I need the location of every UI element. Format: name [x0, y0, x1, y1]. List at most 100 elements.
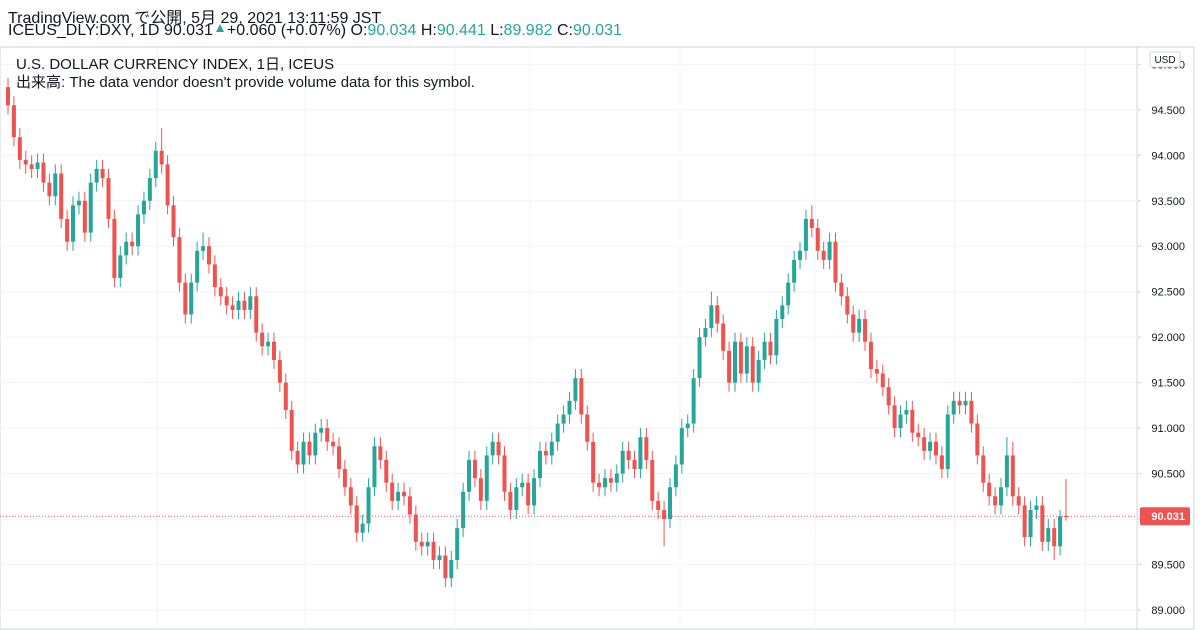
candle-body [496, 441, 501, 456]
candle-body [307, 441, 312, 456]
y-tick-label: 94.000 [1151, 150, 1185, 162]
o-label: O: [350, 22, 368, 39]
y-tick-label: 90.500 [1151, 469, 1185, 481]
candle-body [886, 387, 891, 406]
candle-body [478, 478, 483, 501]
candle-body [71, 205, 76, 242]
candle-body [118, 255, 123, 279]
candle-body [756, 359, 761, 383]
candle-body [242, 300, 247, 310]
candle-body [76, 200, 81, 206]
candle-body [59, 173, 64, 219]
candle-body [354, 505, 359, 533]
candle-body [916, 432, 921, 438]
candle-body [845, 296, 850, 315]
candle-body [254, 296, 259, 333]
candle-body [372, 446, 377, 488]
candle-body [425, 541, 430, 547]
candle-body [1058, 516, 1063, 547]
candle-body [750, 346, 755, 383]
candle-body [437, 555, 442, 560]
candle-body [384, 459, 389, 483]
y-tick-label: 89.000 [1151, 605, 1185, 617]
candle-body [41, 162, 46, 183]
candle-body [378, 446, 383, 460]
candle-body [106, 178, 111, 219]
candle-body [490, 441, 495, 456]
candle-body [963, 400, 968, 406]
candle-body [868, 341, 873, 370]
candle-body [673, 464, 678, 488]
candle-body [277, 359, 282, 383]
candle-body [537, 450, 542, 479]
candle-body [449, 559, 454, 579]
candles [6, 78, 1068, 588]
candle-body [679, 428, 684, 465]
candle-body [35, 162, 40, 169]
currency: USD [1154, 55, 1175, 66]
y-tick-label: 89.500 [1151, 560, 1185, 572]
candle-body [632, 459, 637, 470]
candle-body [774, 318, 779, 356]
candle-body [591, 441, 596, 483]
candle-body [189, 282, 194, 315]
candle-body [644, 437, 649, 460]
candle-body [650, 459, 655, 501]
candle-body [638, 437, 643, 470]
candle-body [1016, 496, 1021, 506]
candle-body [685, 423, 690, 429]
candle-body [987, 482, 992, 497]
y-tick-label: 91.000 [1151, 423, 1185, 435]
candle-body [585, 414, 590, 442]
candle-body [1022, 505, 1027, 538]
price-axis: 89.00089.50090.00090.50091.00091.50092.0… [1137, 59, 1185, 617]
candle-body [183, 282, 188, 315]
chart-title: U.S. DOLLAR CURRENCY INDEX, 1日, ICEUS [16, 56, 335, 73]
candle-body [939, 455, 944, 470]
candle-body [165, 164, 170, 206]
l-value: 89.982 [503, 22, 553, 39]
candle-body [786, 282, 791, 306]
candle-body [136, 214, 141, 247]
candle-body [153, 150, 158, 179]
h-value: 90.441 [436, 22, 486, 39]
c-label: C: [556, 22, 573, 39]
candle-body [904, 409, 909, 415]
candle-body [260, 332, 265, 347]
candle-body [561, 414, 566, 424]
candle-body [839, 282, 844, 297]
last-price-box [1140, 507, 1190, 526]
candle-body [348, 487, 353, 506]
candle-body [880, 373, 885, 388]
candle-body [342, 469, 347, 488]
candle-body [248, 296, 253, 310]
candle-body [744, 346, 749, 374]
candle-body [567, 400, 572, 415]
candle-body [390, 482, 395, 501]
symbol: ICEUS_DLY:DXY, 1D [8, 22, 160, 39]
candle-body [508, 491, 513, 510]
candle-body [933, 441, 938, 456]
candle-body [455, 528, 460, 560]
candle-body [857, 318, 862, 333]
candle-body [171, 205, 176, 238]
candle-body [703, 328, 708, 338]
candle-body [892, 405, 897, 429]
candle-body [212, 264, 217, 288]
candle-body [402, 491, 407, 497]
candle-body [201, 246, 206, 251]
candle-body [360, 523, 365, 533]
candle-body [727, 350, 732, 383]
candle-body [112, 218, 117, 279]
candle-body [874, 369, 879, 374]
candle-body [620, 450, 625, 474]
currency-box [1149, 51, 1181, 68]
candle-body [313, 432, 318, 456]
published-line: TradingView.com で公開, 5月 29, 2021 13:11:5… [8, 10, 382, 27]
candle-body [910, 409, 915, 433]
candle-body [130, 241, 135, 247]
y-tick-label: 92.000 [1151, 332, 1185, 344]
candle-body [697, 337, 702, 379]
candle-body [993, 496, 998, 506]
candle-body [29, 164, 34, 169]
